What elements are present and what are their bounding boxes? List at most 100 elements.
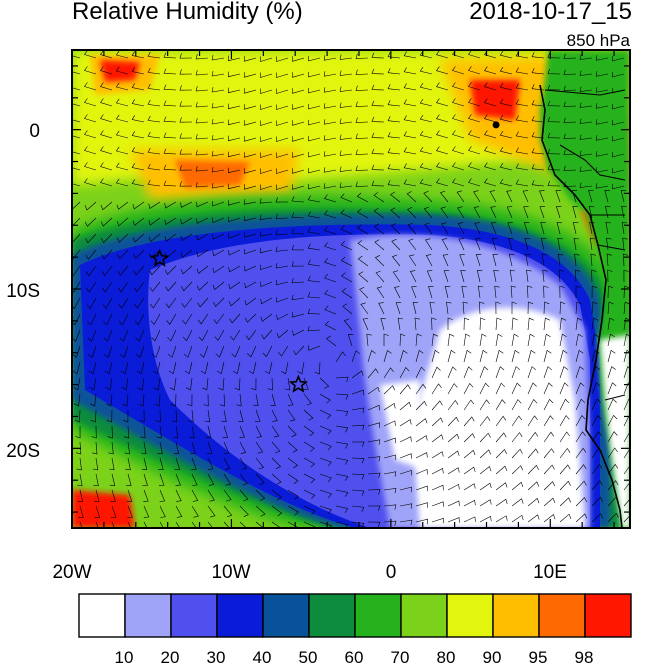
wind-barb: [319, 489, 332, 499]
wind-barb: [223, 489, 232, 502]
wind-barb: [607, 301, 614, 315]
wind-barb: [351, 407, 365, 413]
wind-barb: [358, 271, 369, 283]
wind-barb: [292, 329, 305, 336]
wind-barb: [187, 393, 193, 407]
wind-barb: [447, 383, 458, 395]
wind-barb: [307, 195, 321, 203]
wind-barb: [255, 457, 264, 470]
wind-barb: [559, 431, 570, 443]
wind-barb: [202, 377, 209, 391]
wind-barb: [495, 399, 506, 411]
wind-barb: [539, 206, 545, 219]
wind-barb: [575, 333, 583, 347]
colorbar: [78, 593, 632, 638]
wind-barb: [511, 481, 524, 491]
wind-barb: [227, 135, 241, 142]
wind-barb: [559, 382, 569, 395]
wind-barb: [547, 148, 561, 155]
wind-barb: [484, 114, 497, 123]
wind-barb: [479, 349, 488, 363]
wind-barb: [542, 269, 548, 283]
wind-barb: [157, 441, 163, 455]
wind-barb: [291, 261, 305, 267]
wind-barb: [607, 382, 617, 395]
wind-barb: [101, 233, 113, 244]
wind-barb: [255, 441, 264, 454]
wind-barb: [126, 473, 132, 486]
wind-barb: [102, 313, 113, 326]
colorbar-swatch: [308, 593, 356, 638]
wind-barb: [575, 285, 581, 298]
wind-barb: [100, 162, 113, 171]
wind-barb: [207, 457, 214, 470]
wind-barb: [213, 313, 225, 325]
wind-barb: [447, 483, 460, 491]
wind-barb: [124, 441, 130, 455]
wind-barb: [307, 292, 321, 299]
wind-barb: [238, 409, 244, 422]
wind-barb: [100, 201, 113, 211]
wind-barb: [138, 393, 145, 407]
wind-barb: [149, 297, 161, 309]
wind-barb: [284, 377, 291, 391]
wind-barb: [131, 131, 145, 139]
wind-barb: [559, 447, 571, 459]
wind-barb: [547, 116, 561, 123]
wind-barb: [357, 224, 369, 235]
wind-barb: [431, 383, 442, 395]
wind-barb: [131, 51, 145, 59]
wind-barb: [303, 457, 316, 468]
wind-barb: [399, 453, 412, 459]
wind-barb: [543, 514, 556, 523]
wind-barb: [323, 71, 337, 77]
wind-barb: [260, 152, 273, 158]
wind-barb: [623, 398, 630, 411]
wind-barb: [579, 70, 593, 76]
wind-barbs: [72, 50, 630, 528]
wind-barb: [164, 201, 177, 209]
wind-barb: [531, 68, 545, 75]
wind-barb: [399, 519, 413, 526]
wind-barb: [447, 500, 460, 507]
wind-barb: [185, 377, 193, 391]
coastline: [539, 84, 623, 528]
cb-label-30: 30: [207, 648, 226, 667]
wind-barb: [191, 505, 199, 518]
wind-barb: [323, 167, 337, 173]
wind-barb: [607, 414, 618, 427]
wind-barb: [244, 56, 257, 62]
wind-barb: [415, 485, 428, 492]
wind-barb: [461, 285, 467, 299]
wind-barb: [463, 366, 473, 379]
wind-barb: [271, 457, 282, 469]
wind-barb: [511, 465, 524, 475]
wind-barb: [523, 222, 530, 235]
wind-barb: [459, 254, 465, 267]
wind-barb: [526, 269, 532, 283]
wind-barb: [131, 179, 145, 187]
wind-barb: [479, 515, 492, 523]
wind-barb: [245, 329, 257, 341]
wind-barb: [591, 382, 601, 395]
wind-barb: [623, 366, 630, 379]
wind-barb: [491, 238, 498, 251]
wind-barb: [118, 297, 129, 309]
wind-barb: [260, 264, 273, 271]
wind-barb: [515, 99, 529, 107]
wind-barb: [376, 286, 385, 299]
wind-barb: [355, 149, 369, 155]
lat-label-0: 0: [29, 121, 40, 142]
wind-barb: [495, 465, 508, 475]
wind-barb: [149, 265, 161, 276]
wind-barb: [323, 87, 337, 93]
wind-barb: [239, 473, 248, 486]
wind-barb: [595, 183, 609, 189]
wind-barb: [154, 393, 161, 407]
wind-barb: [399, 384, 411, 395]
wind-barb: [212, 200, 225, 207]
wind-barb: [100, 66, 113, 75]
wind-barb: [543, 349, 552, 363]
wind-barb: [84, 130, 97, 139]
wind-barb: [205, 425, 212, 438]
